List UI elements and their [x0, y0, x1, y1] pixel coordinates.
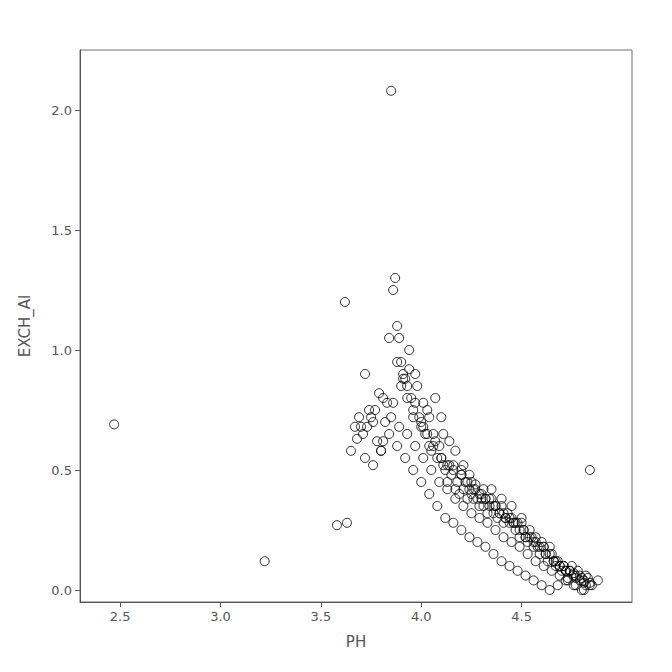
svg-text:0.0: 0.0 — [51, 583, 72, 598]
svg-text:2.0: 2.0 — [51, 103, 72, 118]
svg-text:4.0: 4.0 — [411, 609, 432, 624]
svg-text:3.5: 3.5 — [311, 609, 332, 624]
svg-text:4.5: 4.5 — [511, 609, 532, 624]
svg-text:2.5: 2.5 — [110, 609, 131, 624]
svg-text:PH: PH — [346, 633, 366, 651]
svg-text:0.5: 0.5 — [51, 463, 72, 478]
svg-text:EXCH_Al: EXCH_Al — [16, 295, 35, 357]
svg-text:1.0: 1.0 — [51, 343, 72, 358]
svg-text:3.0: 3.0 — [210, 609, 231, 624]
svg-text:1.5: 1.5 — [51, 223, 72, 238]
